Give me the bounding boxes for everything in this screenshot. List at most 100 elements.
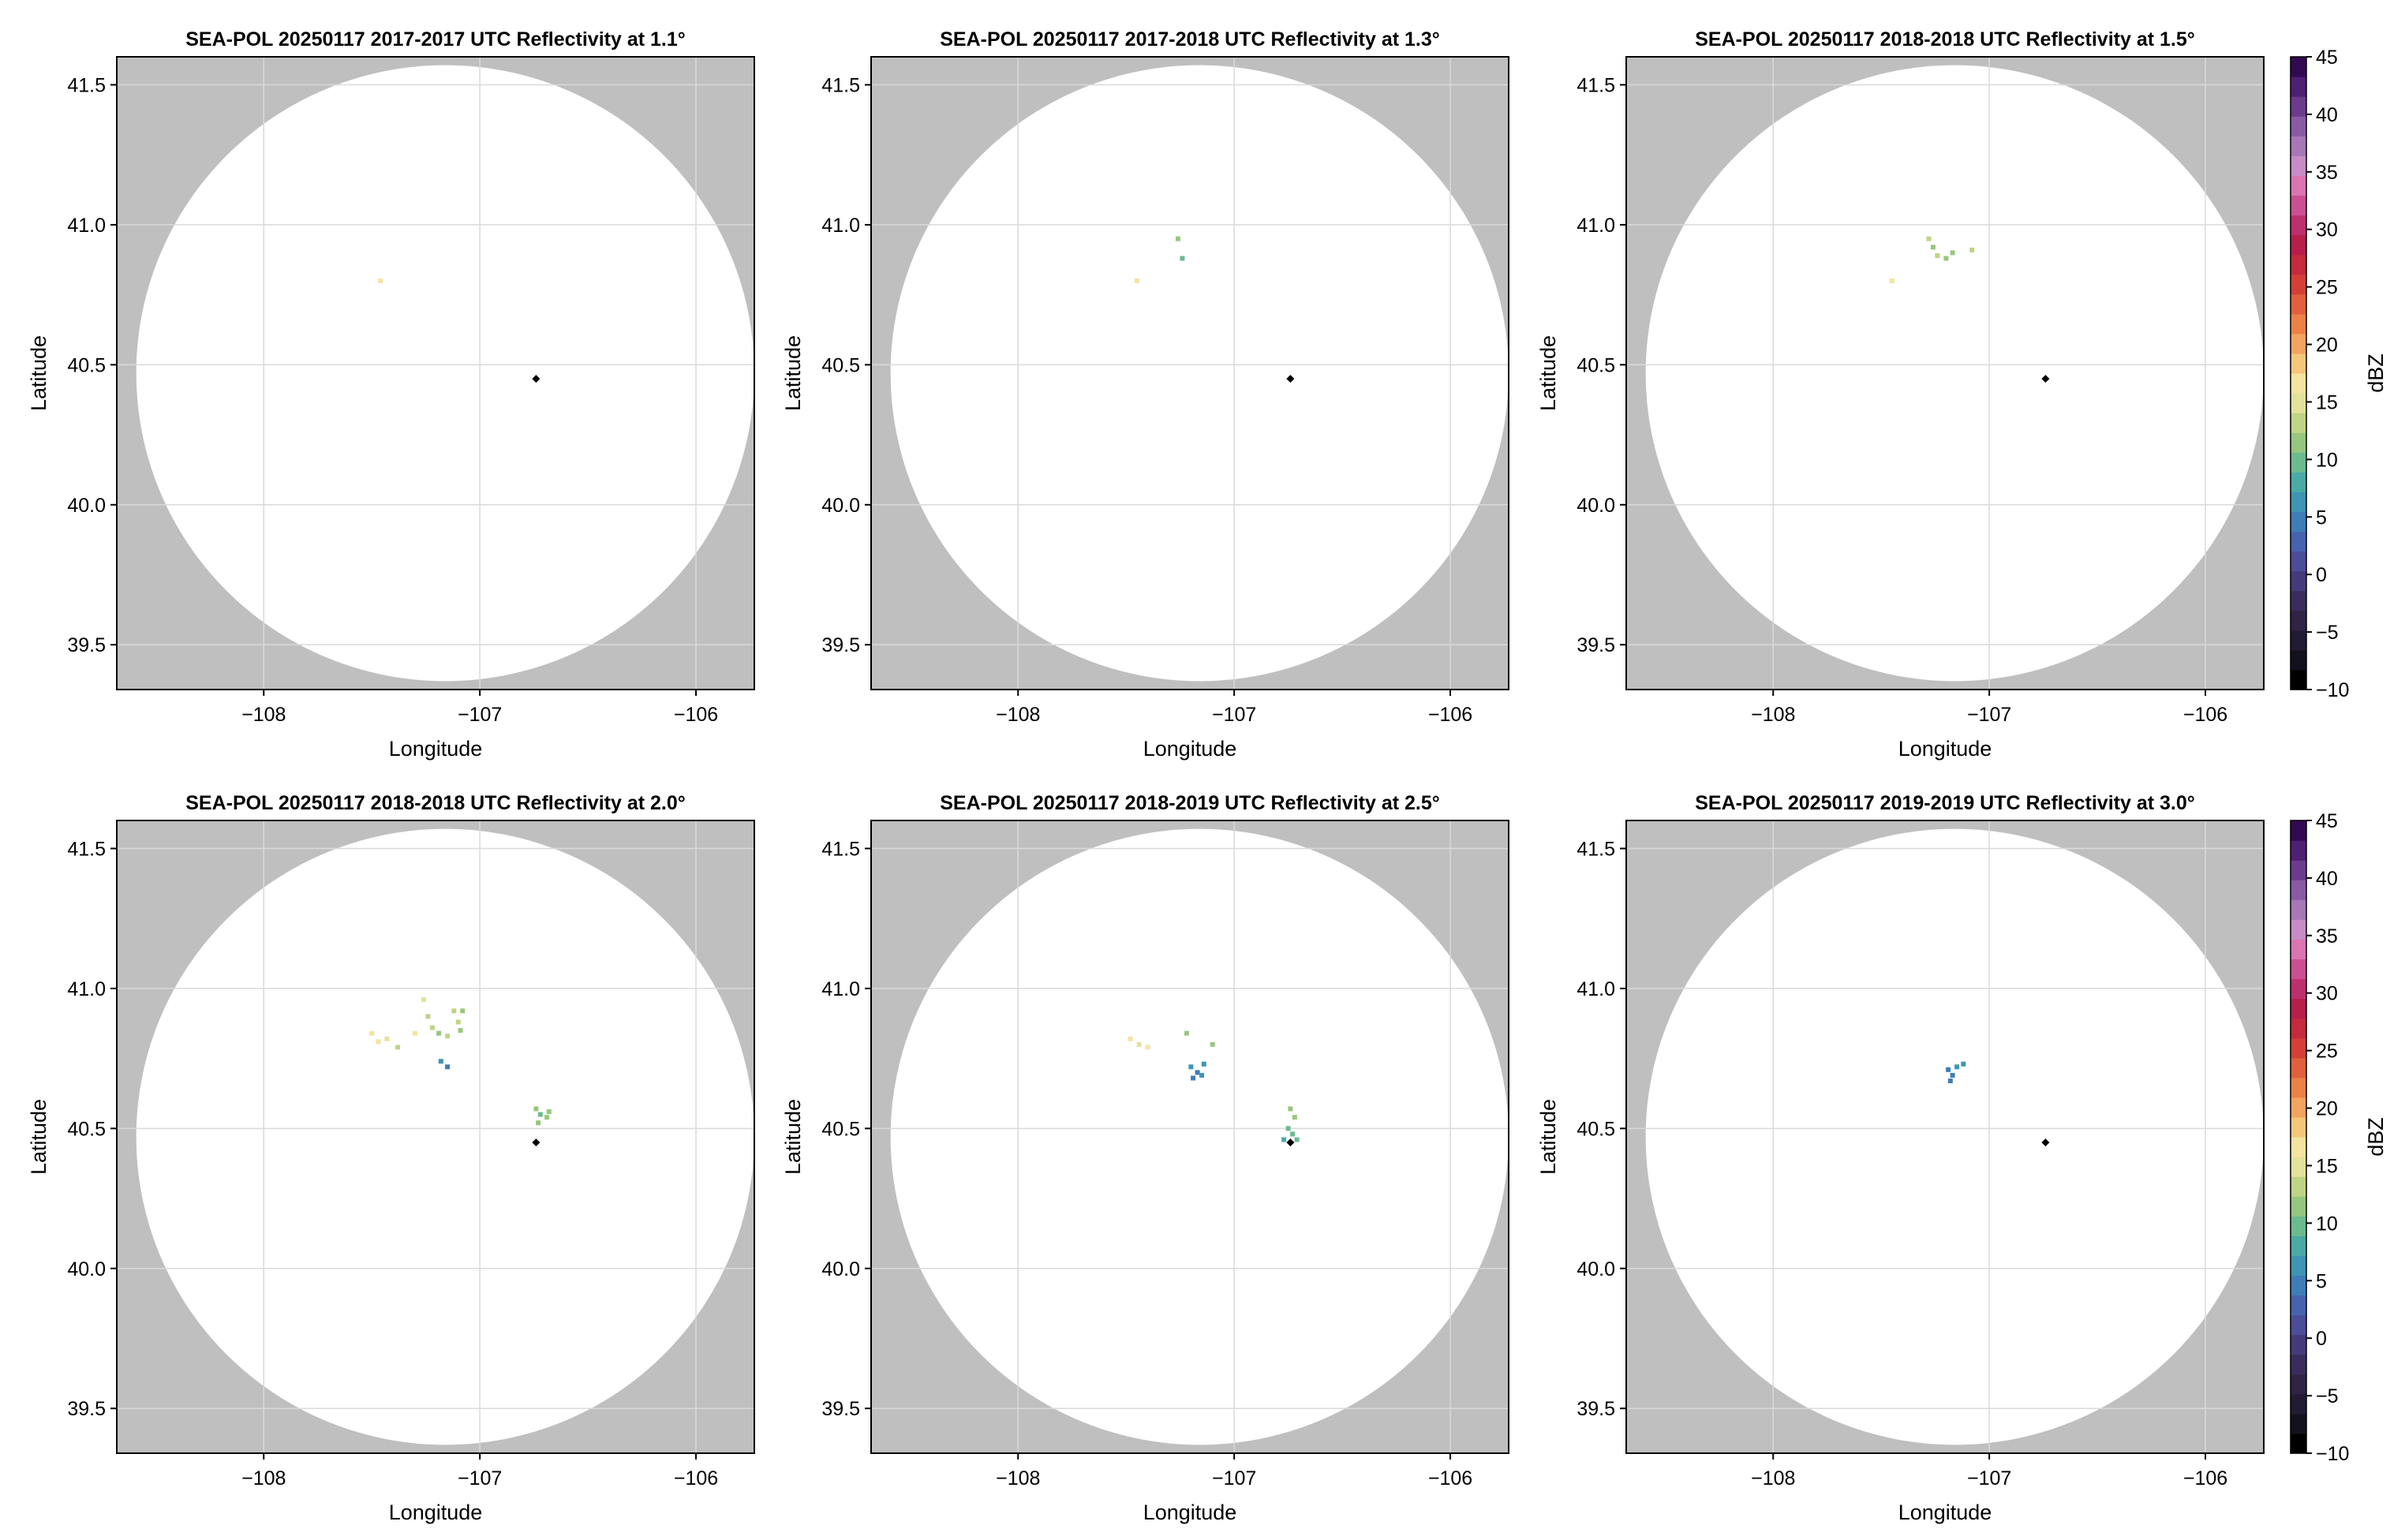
y-tick-label: 41.0 [1577,978,1615,1000]
colorbar-segment [2291,610,2306,631]
colorbar-segment [2291,116,2306,136]
reflectivity-echo [1947,1078,1953,1084]
reflectivity-echo [1285,1126,1291,1131]
colorbar-tick-label: 40 [2316,868,2338,890]
colorbar-tick-label: 20 [2316,1098,2338,1120]
colorbar-segment [2291,1255,2306,1276]
reflectivity-echo [1281,1137,1287,1142]
colorbar-tick-label: −5 [2316,1385,2339,1407]
x-tick-label: −108 [241,1467,286,1490]
colorbar-tick-label: −10 [2316,679,2349,701]
colorbar-segment [2291,175,2306,196]
reflectivity-echo [460,1008,466,1014]
colorbar-segment [2291,413,2306,433]
colorbar-segment [2291,959,2306,980]
y-tick-label: 39.5 [1577,1398,1615,1420]
x-axis-label: Longitude [1143,1501,1237,1524]
x-axis-label: Longitude [389,737,483,761]
reflectivity-echo [1128,1036,1133,1041]
x-axis-label: Longitude [1898,1501,1992,1524]
radar-coverage-disk [1645,828,2264,1445]
colorbar-segment [2291,1275,2306,1296]
colorbar-segment [2291,551,2306,572]
colorbar-tick-label: 25 [2316,1041,2338,1063]
reflectivity-echo [1191,1075,1196,1081]
reflectivity-echo [1136,1041,1142,1047]
x-tick-label: −108 [996,1467,1040,1490]
reflectivity-echo [536,1120,541,1126]
colorbar-segment [2291,215,2306,236]
reflectivity-echo [451,1008,457,1014]
reflectivity-echo [537,1112,543,1117]
reflectivity-echo [1184,1030,1189,1036]
y-tick-label: 40.5 [821,1118,860,1140]
colorbar-segment [2291,649,2306,671]
colorbar-tick-label: 45 [2316,810,2338,832]
panel-frame [1625,56,2265,690]
map-panel-4: −108 −107 −106 39.5 40.0 40.5 41.0 41.5 SEA-POL … [27,792,755,1524]
x-tick-label: −107 [1967,1467,2011,1490]
x-tick-label: −106 [2183,1467,2227,1490]
reflectivity-echo [1175,236,1180,241]
y-axis-label: Latitude [27,335,50,411]
colorbar-segment [2291,234,2306,256]
panel-title: SEA-POL 20250117 2018-2018 UTC Reflectiv… [1695,28,2195,50]
x-tick-label: −106 [674,704,718,726]
colorbar-segment [2291,432,2306,453]
reflectivity-echo [436,1030,442,1036]
panel-frame [870,56,1509,690]
x-tick-label: −107 [1212,1467,1256,1490]
y-axis-label: Latitude [781,1099,805,1175]
colorbar-segment [2291,840,2306,861]
x-axis-label: Longitude [1143,737,1237,761]
reflectivity-echo [1950,1072,1955,1078]
reflectivity-echo [458,1028,463,1034]
reflectivity-echo [1926,236,1932,241]
map-panel-6: −108 −107 −106 39.5 40.0 40.5 41.0 41.5 SEA-POL … [1536,792,2265,1524]
y-tick-label: 39.5 [67,1398,106,1420]
colorbar-tick-label: 15 [2316,1155,2338,1177]
radar-coverage-disk [136,828,754,1445]
colorbar-segment [2291,1097,2306,1118]
colorbar-segment [2291,669,2306,690]
reflectivity-echo [1145,1045,1150,1050]
colorbar-tick-label: 10 [2316,449,2338,471]
reflectivity-echo [1199,1072,1205,1078]
y-tick-label: 40.5 [1577,354,1615,376]
colorbar-frame [2290,820,2307,1454]
x-tick-label: −107 [1967,704,2011,726]
y-tick-label: 41.0 [821,978,860,1000]
x-tick-label: −108 [1751,704,1795,726]
y-axis-label: Latitude [1536,335,1560,411]
reflectivity-echo [546,1109,552,1115]
reflectivity-echo [369,1030,375,1036]
map-panel-2: −108 −107 −106 39.5 40.0 40.5 41.0 41.5 SEA-POL … [781,28,1509,761]
colorbar-tick-label: 5 [2316,1270,2327,1292]
colorbar-tick-label: −10 [2316,1443,2349,1465]
y-tick-label: 40.5 [67,1118,106,1140]
colorbar-tick-label: 35 [2316,162,2338,184]
colorbar-1: −10 −5 0 5 10 15 20 25 30 35 40 45 dBZ [2290,47,2388,701]
x-tick-label: −108 [996,704,1040,726]
radar-location-marker [1286,375,1295,383]
colorbar-label: dBZ [2364,353,2388,393]
y-tick-label: 41.0 [67,215,106,237]
map-panel-1: −108 −107 −106 39.5 40.0 40.5 41.0 41.5 SEA-POL … [27,28,755,761]
colorbar-segment [2291,353,2306,374]
map-panel-3: −108 −107 −106 39.5 40.0 40.5 41.0 41.5 SEA-POL … [1536,28,2265,761]
y-tick-label: 40.0 [821,1258,860,1280]
reflectivity-echo [1288,1106,1293,1112]
reflectivity-echo [425,1014,431,1019]
colorbar-tick-label: 25 [2316,277,2338,299]
reflectivity-echo [1943,256,1949,261]
reflectivity-echo [445,1064,451,1070]
y-axis-label: Latitude [27,1099,50,1175]
radar-location-marker [532,375,540,383]
reflectivity-echo [1954,1064,1960,1070]
reflectivity-echo [1188,1064,1194,1070]
colorbar-tick-label: 30 [2316,219,2338,241]
colorbar-segment [2291,880,2306,900]
y-tick-label: 39.5 [821,1398,860,1420]
radar-coverage-disk [136,65,754,682]
colorbar-segment [2291,293,2306,315]
